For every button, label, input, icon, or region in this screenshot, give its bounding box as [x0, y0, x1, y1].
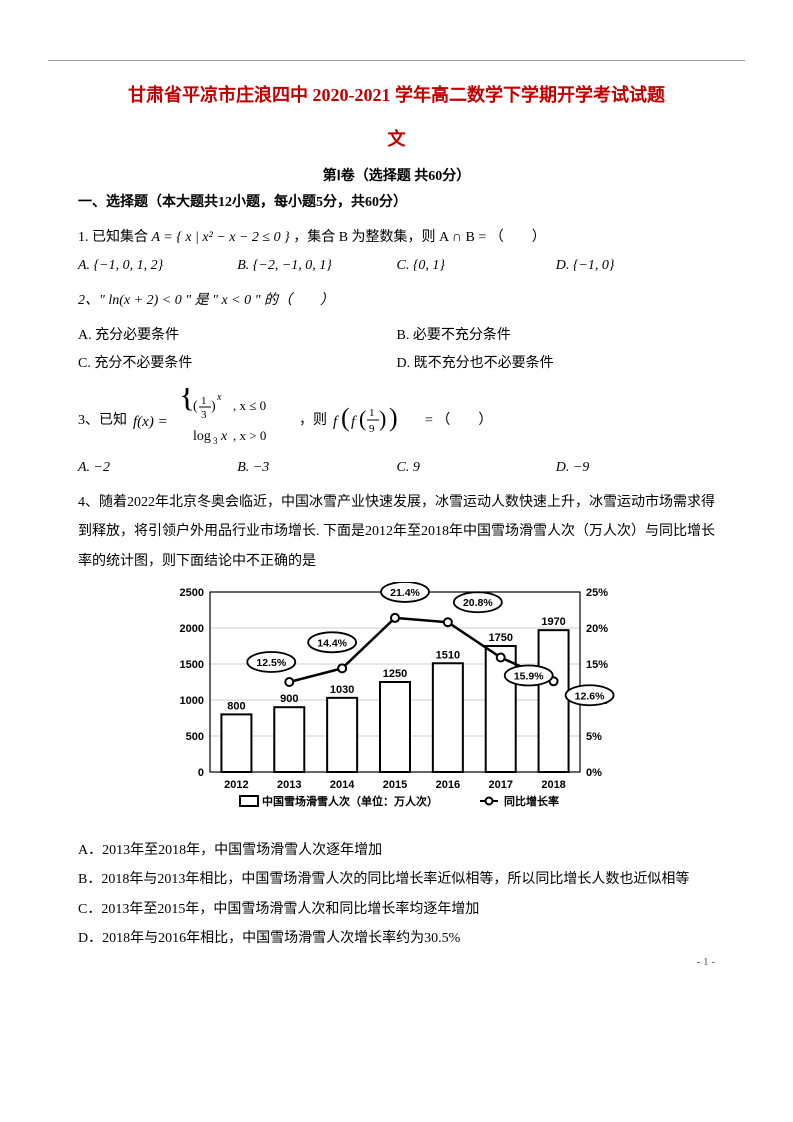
- svg-text:5%: 5%: [586, 731, 602, 743]
- q3-piecewise-icon: f(x) = { ( 1 3 ) x , x ≤ 0 log 3 x , x >…: [133, 388, 293, 454]
- svg-text:12.5%: 12.5%: [256, 657, 286, 669]
- svg-text:x: x: [220, 429, 228, 444]
- svg-text:1030: 1030: [329, 684, 353, 696]
- svg-text:900: 900: [280, 693, 298, 705]
- svg-text:f: f: [351, 414, 357, 430]
- q3-optD: D. −9: [556, 460, 715, 476]
- svg-text:2016: 2016: [435, 779, 459, 791]
- q2-optA: A. 充分必要条件: [78, 322, 397, 350]
- svg-text:1510: 1510: [435, 649, 459, 661]
- svg-text:1250: 1250: [382, 668, 406, 680]
- q3-optC: C. 9: [397, 460, 556, 476]
- svg-text:14.4%: 14.4%: [317, 637, 347, 649]
- svg-text:): ): [389, 403, 398, 432]
- q4-optB: B．2018年与2013年相比，中国雪场滑雪人次的同比增长率近似相等，所以同比增…: [78, 865, 715, 894]
- svg-text:同比增长率: 同比增长率: [504, 794, 559, 808]
- q3-post: = （ ）: [425, 406, 492, 435]
- q1-optA: A. {−1, 0, 1, 2}: [78, 258, 237, 274]
- q3-optB: B. −3: [237, 460, 396, 476]
- svg-text:3: 3: [201, 409, 207, 421]
- svg-text:800: 800: [227, 700, 245, 712]
- section-i: 第Ⅰ卷（选择题 共60分）: [78, 165, 715, 185]
- title-line2: 文: [78, 125, 715, 151]
- svg-text:(: (: [359, 406, 366, 431]
- svg-text:log: log: [193, 429, 211, 444]
- q3-mid: ，则: [299, 406, 327, 435]
- q2-stem: 2、" ln(x + 2) < 0 " 是 " x < 0 " 的（ ）: [78, 286, 715, 315]
- svg-text:12.6%: 12.6%: [574, 690, 604, 702]
- page: { "title_line1": "甘肃省平凉市庄浪四中 2020-2021 学…: [0, 0, 793, 994]
- q3-optA: A. −2: [78, 460, 237, 476]
- q3-ff: f ( f ( 1 9 ) ): [333, 398, 419, 444]
- svg-text:(: (: [193, 399, 198, 414]
- top-rule: [48, 60, 745, 61]
- section-mc: 一、选择题（本大题共12小题，每小题5分，共60分）: [78, 191, 715, 211]
- q2-optC: C. 充分不必要条件: [78, 350, 397, 378]
- svg-text:1970: 1970: [541, 616, 565, 628]
- q4-para: 4、随着2022年北京冬奥会临近，中国冰雪产业快速发展，冰雪运动人数快速上升，冰…: [78, 488, 715, 576]
- svg-text:f: f: [333, 414, 339, 430]
- svg-text:21.4%: 21.4%: [390, 587, 420, 599]
- svg-text:1000: 1000: [179, 695, 203, 707]
- q1-mid: ，集合 B 为整数集，则 A ∩ B = （ ）: [293, 230, 546, 245]
- chart-container: 050010001500200025000%5%10%15%20%25%8002…: [162, 582, 632, 828]
- svg-text:9: 9: [369, 423, 375, 435]
- q1-optB: B. {−2, −1, 0, 1}: [237, 258, 396, 274]
- svg-text:3: 3: [213, 436, 218, 446]
- svg-text:15%: 15%: [586, 659, 608, 671]
- q2-optD: D. 既不充分也不必要条件: [397, 350, 716, 378]
- q3-ff-icon: f ( f ( 1 9 ) ): [333, 398, 419, 444]
- svg-text:2017: 2017: [488, 779, 512, 791]
- q4-optC: C．2013年至2015年，中国雪场滑雪人次和同比增长率均逐年增加: [78, 895, 715, 924]
- svg-text:x: x: [216, 392, 222, 403]
- svg-text:(: (: [341, 403, 350, 432]
- svg-text:0%: 0%: [586, 767, 602, 779]
- svg-text:25%: 25%: [586, 587, 608, 599]
- q4-optA: A．2013年至2018年，中国雪场滑雪人次逐年增加: [78, 836, 715, 865]
- svg-text:500: 500: [185, 731, 203, 743]
- svg-text:1: 1: [201, 395, 207, 407]
- q3-options: A. −2 B. −3 C. 9 D. −9: [78, 460, 715, 476]
- svg-text:): ): [379, 406, 386, 431]
- svg-text:): ): [211, 399, 216, 414]
- svg-text:2014: 2014: [329, 779, 354, 791]
- svg-text:中国雪场滑雪人次（单位：万人次）: 中国雪场滑雪人次（单位：万人次）: [262, 794, 438, 808]
- svg-text:, x ≤ 0: , x ≤ 0: [233, 398, 266, 413]
- page-number: - 1 -: [697, 956, 715, 968]
- svg-text:2018: 2018: [541, 779, 565, 791]
- svg-text:20.8%: 20.8%: [462, 597, 492, 609]
- svg-text:f(x) =: f(x) =: [133, 414, 168, 430]
- svg-text:, x > 0: , x > 0: [233, 428, 266, 443]
- svg-text:2015: 2015: [382, 779, 406, 791]
- q1-stem: 1. 已知集合 A = { x | x² − x − 2 ≤ 0 } ，集合 B…: [78, 223, 715, 252]
- q1-optD: D. {−1, 0}: [556, 258, 715, 274]
- q3-fx: f(x) = { ( 1 3 ) x , x ≤ 0 log 3 x , x >…: [133, 388, 293, 454]
- svg-text:1750: 1750: [488, 632, 512, 644]
- q2-options: A. 充分必要条件 B. 必要不充分条件 C. 充分不必要条件 D. 既不充分也…: [78, 322, 715, 378]
- svg-text:1500: 1500: [179, 659, 203, 671]
- q1-optC: C. {0, 1}: [397, 258, 556, 274]
- svg-text:2500: 2500: [179, 587, 203, 599]
- svg-text:15.9%: 15.9%: [513, 670, 543, 682]
- title-line1: 甘肃省平凉市庄浪四中 2020-2021 学年高二数学下学期开学考试试题: [78, 81, 715, 107]
- svg-text:2013: 2013: [277, 779, 301, 791]
- q2-optB: B. 必要不充分条件: [397, 322, 716, 350]
- svg-text:1: 1: [369, 407, 375, 419]
- svg-text:0: 0: [197, 767, 203, 779]
- q4-optD: D．2018年与2016年相比，中国雪场滑雪人次增长率约为30.5%: [78, 924, 715, 953]
- q1-options: A. {−1, 0, 1, 2} B. {−2, −1, 0, 1} C. {0…: [78, 258, 715, 274]
- svg-text:2000: 2000: [179, 623, 203, 635]
- q3-stem: 3、已知 f(x) = { ( 1 3 ) x , x ≤ 0 log 3 x …: [78, 388, 715, 454]
- svg-text:20%: 20%: [586, 623, 608, 635]
- q1-setA: A = { x | x² − x − 2 ≤ 0 }: [152, 230, 290, 245]
- bar-line-chart: 050010001500200025000%5%10%15%20%25%8002…: [162, 582, 632, 828]
- svg-text:2012: 2012: [224, 779, 248, 791]
- q1-pre: 1. 已知集合: [78, 230, 152, 245]
- q3-pre: 3、已知: [78, 406, 127, 435]
